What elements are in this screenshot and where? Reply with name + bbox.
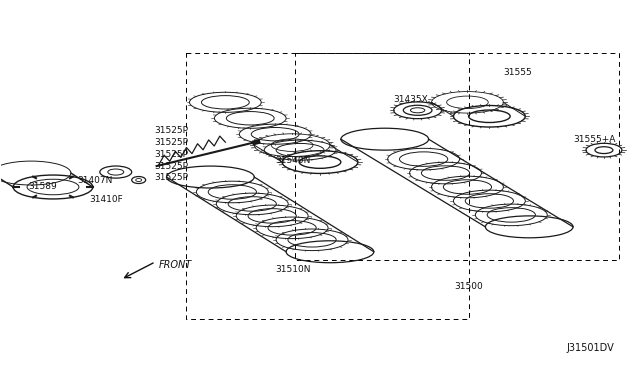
Text: 31525P: 31525P [155, 173, 189, 182]
Text: 31510N: 31510N [275, 265, 310, 274]
Text: 31555+A: 31555+A [573, 135, 616, 144]
Text: 31525P: 31525P [155, 161, 189, 171]
Text: 31555: 31555 [503, 68, 532, 77]
Text: 31410F: 31410F [89, 195, 123, 205]
Text: 31589: 31589 [28, 183, 57, 192]
Text: 31435X: 31435X [394, 95, 428, 104]
Text: 31525P: 31525P [155, 138, 189, 147]
Text: 31525P: 31525P [155, 150, 189, 158]
Text: J31501DV: J31501DV [566, 343, 614, 353]
Text: 31525P: 31525P [155, 126, 189, 135]
Text: 31500: 31500 [454, 282, 483, 291]
Text: 31540N: 31540N [275, 155, 310, 164]
Text: FRONT: FRONT [159, 260, 192, 270]
Text: 31407N: 31407N [77, 176, 112, 185]
